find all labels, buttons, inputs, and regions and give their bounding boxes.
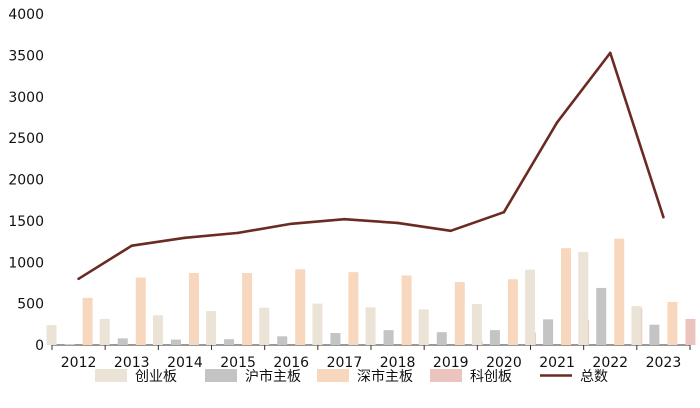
bar-3 xyxy=(401,275,412,345)
total-point xyxy=(77,277,80,281)
bar-2 xyxy=(436,332,447,345)
bar-1 xyxy=(206,311,217,345)
bar-1 xyxy=(631,306,642,345)
bar-2 xyxy=(383,330,394,345)
total-line-layer xyxy=(77,51,665,281)
total-point xyxy=(396,221,399,225)
bar-3 xyxy=(295,269,306,345)
legend-swatch xyxy=(317,369,349,382)
legend-label: 总数 xyxy=(580,369,608,385)
y-tick-label: 2000 xyxy=(8,173,44,189)
bars xyxy=(46,238,696,345)
legend: 创业板 沪市主板 深市主板 科创板 总数 xyxy=(95,368,608,385)
bar-2 xyxy=(277,336,288,345)
bar-1 xyxy=(471,304,482,345)
bar-1 xyxy=(365,307,376,345)
legend-swatch xyxy=(95,369,127,382)
x-tick-label: 2014 xyxy=(167,355,203,371)
bar-2 xyxy=(596,287,607,345)
total-point xyxy=(662,215,665,219)
y-tick-label: 4000 xyxy=(8,7,44,23)
bar-2 xyxy=(170,339,181,345)
bar-1 xyxy=(46,325,57,345)
bar-3 xyxy=(667,301,678,345)
total-point xyxy=(289,222,293,226)
total-point xyxy=(343,217,346,221)
bar-1 xyxy=(312,303,323,345)
bar-4 xyxy=(685,318,696,345)
x-tick-label: 2017 xyxy=(327,355,363,371)
y-tick-label: 1000 xyxy=(8,255,44,271)
total-point xyxy=(236,231,240,235)
bar-2 xyxy=(224,339,235,345)
x-tick-label: 2012 xyxy=(61,355,97,371)
bar-3 xyxy=(242,273,253,345)
x-axis-ticks: 2012 2013 2014 2015 2016 2017 2018 2019 2020 2021… xyxy=(51,345,691,371)
total-point xyxy=(608,51,612,55)
legend-label: 深市主板 xyxy=(357,368,413,385)
y-tick-label: 500 xyxy=(17,297,44,313)
x-tick-label: 2018 xyxy=(380,355,416,371)
total-point xyxy=(555,121,559,124)
x-tick-label: 2015 xyxy=(220,355,256,371)
total-point xyxy=(130,244,134,247)
y-tick-label: 0 xyxy=(35,338,44,354)
bar-3 xyxy=(454,282,465,345)
bar-1 xyxy=(418,309,429,345)
bar-2 xyxy=(649,324,660,345)
legend-label: 沪市主板 xyxy=(245,368,301,385)
bar-2 xyxy=(489,330,500,345)
x-tick-label: 2013 xyxy=(114,355,150,371)
bar-3 xyxy=(348,272,359,345)
bar-2 xyxy=(330,333,341,345)
bar-3 xyxy=(135,277,146,345)
bar-3 xyxy=(507,279,518,345)
total-point xyxy=(502,210,506,214)
bar-3 xyxy=(82,297,93,345)
y-tick-label: 3000 xyxy=(8,90,44,106)
x-tick-label: 2022 xyxy=(592,355,628,371)
y-tick-label: 2500 xyxy=(8,131,44,147)
legend-swatch xyxy=(430,369,462,382)
y-tick-label: 1500 xyxy=(8,214,44,230)
bar-3 xyxy=(561,248,572,345)
legend-label: 创业板 xyxy=(135,369,177,385)
bar-3 xyxy=(614,238,625,345)
total-line xyxy=(77,51,665,280)
x-tick-label: 2016 xyxy=(273,355,309,371)
x-tick-label: 2020 xyxy=(486,355,522,371)
bar-1 xyxy=(578,251,589,345)
bar-3 xyxy=(188,273,199,345)
bar-2 xyxy=(543,319,554,345)
total-point xyxy=(449,229,453,233)
bar-1 xyxy=(525,269,536,345)
legend-label: 科创板 xyxy=(470,369,512,385)
bar-2 xyxy=(117,338,128,345)
y-tick-label: 3500 xyxy=(8,48,44,64)
x-tick-label: 2023 xyxy=(646,355,682,371)
total-point xyxy=(183,236,187,240)
bar-1 xyxy=(259,307,270,345)
y-axis-ticks: 0 500 1000 1500 2000 2500 3000 3500 4000 xyxy=(8,7,44,354)
bar-2 xyxy=(64,344,75,345)
legend-swatch xyxy=(205,369,237,382)
x-tick-label: 2019 xyxy=(433,355,469,371)
bar-1 xyxy=(152,315,163,345)
x-tick-label: 2021 xyxy=(539,355,575,371)
bar-1 xyxy=(99,318,110,345)
